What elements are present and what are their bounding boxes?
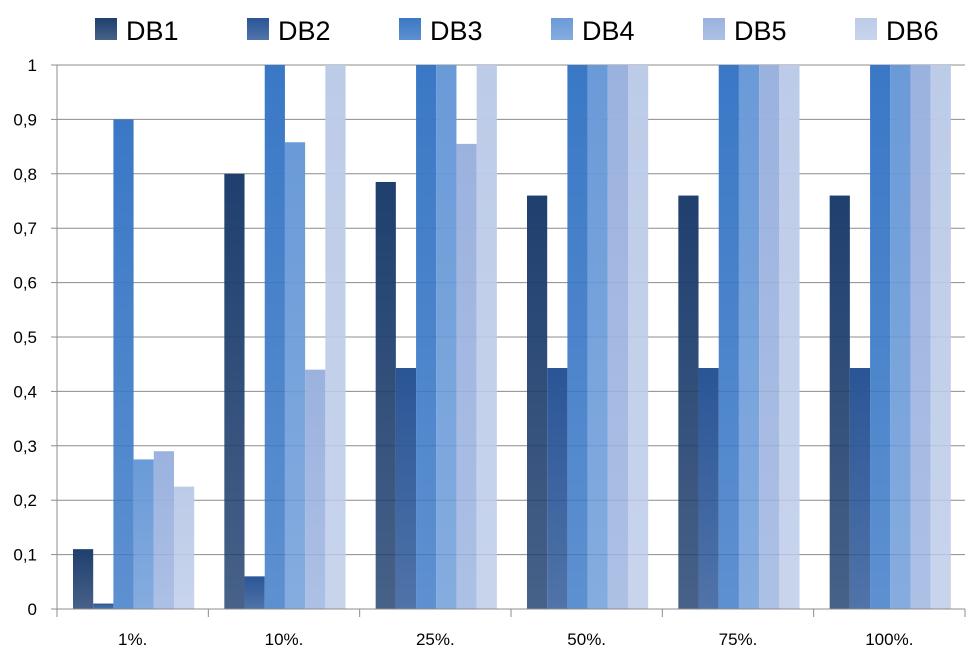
bar-db4-5: [890, 65, 911, 609]
x-tick-label: 100%.: [865, 630, 913, 649]
bar-db5-4: [759, 65, 780, 609]
y-tick-label: 0,6: [13, 274, 37, 293]
bar-db1-4: [678, 195, 699, 609]
legend-label: DB2: [278, 16, 331, 46]
bars: [73, 65, 951, 610]
legend-swatch: [247, 18, 269, 40]
bar-db5-5: [910, 65, 931, 609]
y-tick-label: 0: [28, 600, 37, 619]
bar-db2-5: [849, 368, 871, 609]
bar-db4-4: [738, 65, 760, 609]
x-tick-label: 50%.: [567, 630, 606, 649]
bar-db1-2: [375, 181, 396, 609]
y-tick-label: 1: [28, 56, 37, 75]
bar-db3-4: [718, 65, 739, 609]
bar-db5-2: [456, 143, 477, 609]
y-tick-labels: 0 0,1 0,2 0,3 0,4 0,5 0,6 0,7 0,8 0,9 1: [13, 56, 37, 619]
bar-db2-1: [244, 576, 265, 609]
bar-db4-3: [587, 65, 608, 609]
bar-db1-1: [224, 173, 245, 610]
legend-label: DB1: [126, 16, 179, 46]
bar-db4-1: [284, 142, 306, 610]
bar-db6-2: [476, 65, 497, 609]
bar-db2-3: [547, 368, 568, 609]
legend-swatch: [551, 18, 573, 40]
bar-db3-1: [264, 65, 285, 609]
bar-db2-4: [698, 368, 719, 609]
bar-db6-0: [174, 486, 195, 609]
x-tick-label: 1%.: [118, 630, 147, 649]
legend-swatch: [855, 18, 877, 40]
bar-db6-4: [779, 65, 800, 609]
y-tick-label: 0,5: [13, 328, 37, 347]
bar-db1-0: [73, 549, 94, 609]
y-tick-label: 0,4: [13, 382, 37, 401]
bar-db6-1: [325, 65, 346, 609]
gridlines: [57, 64, 965, 610]
y-tick-label: 0,9: [13, 110, 37, 129]
x-tick-label: 75%.: [719, 630, 758, 649]
legend-swatch: [95, 18, 117, 40]
bar-db1-3: [527, 195, 548, 609]
y-tick-label: 0,8: [13, 165, 37, 184]
bar-db6-5: [930, 65, 951, 609]
bar-db3-5: [870, 65, 891, 609]
legend-label: DB3: [430, 16, 483, 46]
bar-db3-2: [416, 65, 437, 609]
bar-db1-5: [829, 195, 850, 609]
bar-db4-2: [436, 65, 457, 609]
bar-db5-0: [153, 451, 174, 609]
bar-db3-0: [113, 119, 134, 610]
bar-db5-3: [607, 65, 628, 609]
bar-db2-2: [395, 368, 417, 609]
x-tick-labels: 1%. 10%. 25%. 50%. 75%. 100%.: [118, 630, 913, 649]
legend-label: DB6: [886, 16, 939, 46]
legend-swatch: [399, 18, 421, 40]
legend: DB1 DB2 DB3 DB4 DB5 DB6: [95, 16, 939, 46]
legend-label: DB5: [734, 16, 787, 46]
y-tick-label: 0,7: [13, 219, 37, 238]
bar-db5-1: [305, 369, 326, 609]
bar-db2-0: [93, 603, 114, 609]
x-tick-label: 25%.: [416, 630, 455, 649]
bar-db3-3: [567, 65, 588, 609]
legend-label: DB4: [582, 16, 635, 46]
bar-db4-0: [133, 459, 154, 609]
y-tick-label: 0,2: [13, 491, 37, 510]
y-tick-label: 0,3: [13, 437, 37, 456]
y-tick-label: 0,1: [13, 546, 37, 565]
x-tick-label: 10%.: [265, 630, 304, 649]
bar-db6-3: [628, 65, 649, 609]
legend-swatch: [703, 18, 725, 40]
axes: [51, 64, 966, 617]
